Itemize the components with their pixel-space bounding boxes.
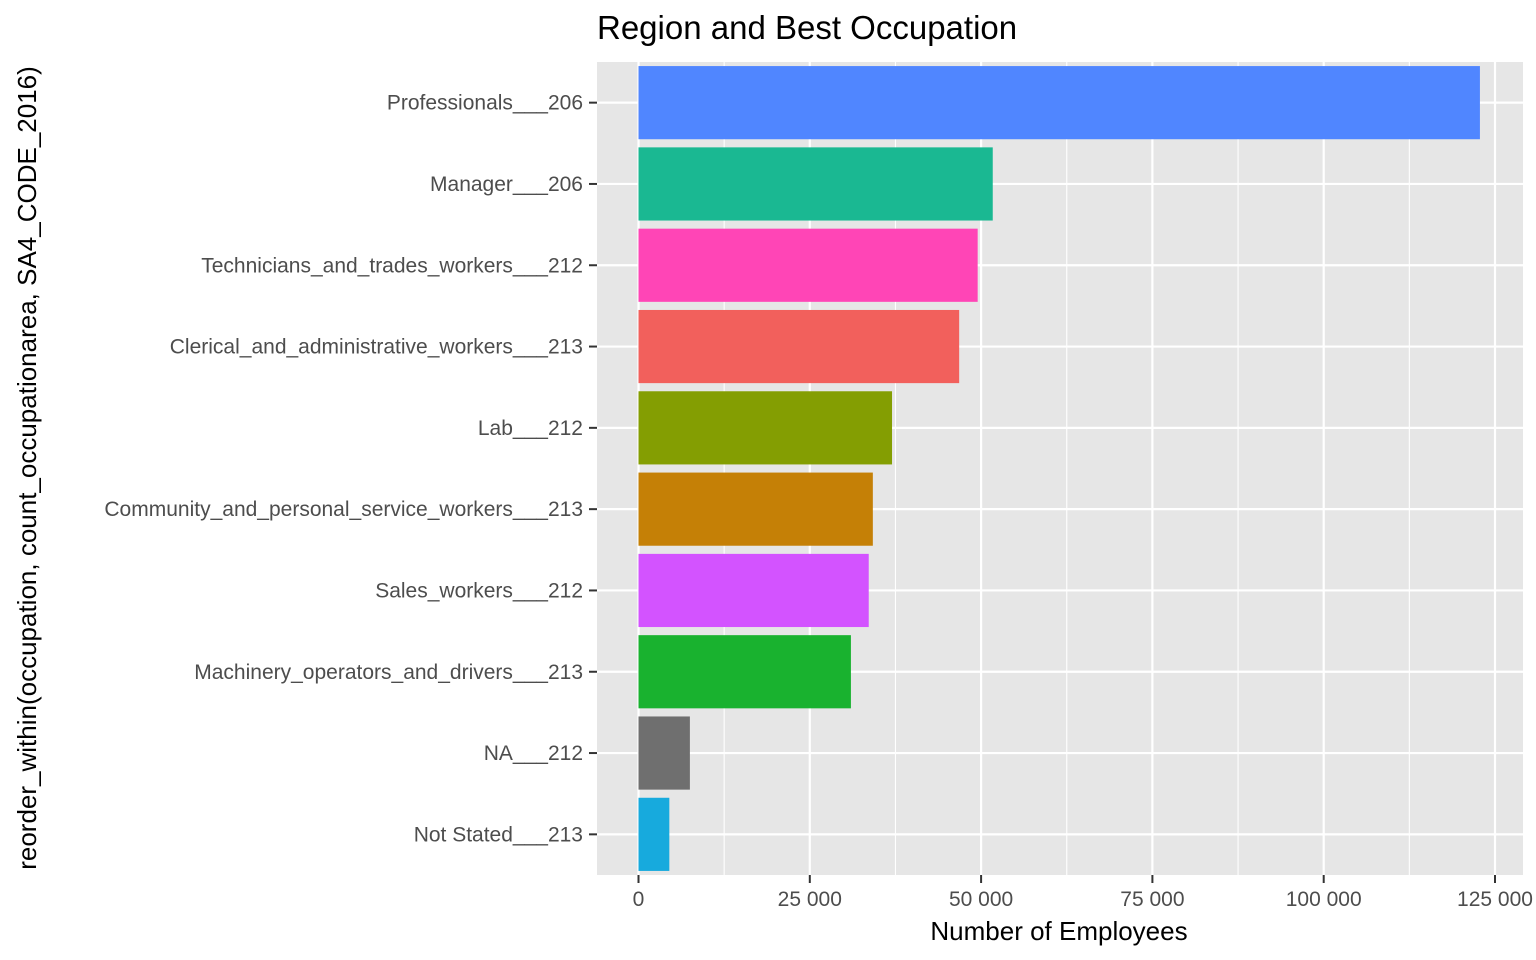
x-axis-title: Number of Employees	[930, 916, 1187, 946]
bar	[638, 716, 690, 790]
bar	[638, 472, 873, 546]
x-tick-label: 100 000	[1286, 888, 1362, 911]
bar	[638, 147, 993, 221]
chart-title: Region and Best Occupation	[597, 9, 1017, 46]
y-tick-label: Lab___212	[478, 417, 583, 440]
y-axis-title: reorder_within(occupation, count_occupat…	[12, 66, 42, 870]
bar	[638, 391, 893, 465]
bar	[638, 66, 1480, 140]
x-tick-label: 0	[633, 888, 645, 911]
y-tick-label: Machinery_operators_and_drivers___213	[194, 661, 583, 684]
y-tick-label: Technicians_and_trades_workers___212	[201, 254, 583, 277]
y-tick-label: Professionals___206	[387, 92, 583, 115]
x-tick-label: 125 000	[1457, 888, 1533, 911]
bar	[638, 553, 869, 628]
y-tick-label: Sales_workers___212	[375, 579, 583, 602]
bar	[638, 635, 851, 709]
bar	[638, 228, 978, 302]
bar	[638, 309, 960, 384]
bars	[638, 66, 1480, 871]
y-tick-label: Not Stated___213	[414, 823, 583, 846]
x-tick-label: 25 000	[778, 888, 842, 911]
x-tick-label: 75 000	[1120, 888, 1184, 911]
y-tick-label: Clerical_and_administrative_workers___21…	[170, 336, 583, 359]
x-tick-label: 50 000	[949, 888, 1013, 911]
y-tick-label: Manager___206	[430, 173, 583, 196]
y-axis: Professionals___206 Manager___206 Technici…	[104, 92, 597, 846]
x-axis: 0 25 000 50 000 75 000 100 000 125 000	[633, 875, 1533, 911]
bar	[638, 797, 670, 871]
y-tick-label: Community_and_personal_service_workers__…	[104, 498, 583, 521]
y-tick-label: NA___212	[484, 742, 583, 765]
